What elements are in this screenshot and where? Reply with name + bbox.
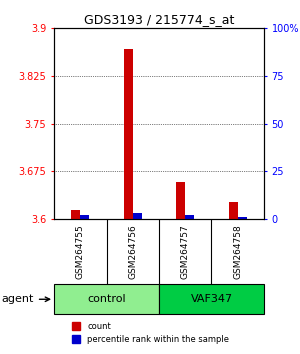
Bar <box>124 48 133 219</box>
Bar <box>229 202 238 219</box>
Bar <box>176 182 185 219</box>
Title: GDS3193 / 215774_s_at: GDS3193 / 215774_s_at <box>84 13 234 26</box>
Bar <box>71 210 80 219</box>
FancyBboxPatch shape <box>159 284 264 314</box>
Text: GSM264758: GSM264758 <box>233 224 242 279</box>
Bar <box>238 217 247 219</box>
Text: GSM264756: GSM264756 <box>128 224 137 279</box>
Bar <box>133 213 142 219</box>
Legend: count, percentile rank within the sample: count, percentile rank within the sample <box>69 318 232 347</box>
Text: control: control <box>87 294 126 304</box>
Bar <box>80 215 89 219</box>
Text: agent: agent <box>2 294 50 304</box>
FancyBboxPatch shape <box>54 284 159 314</box>
Bar <box>185 215 194 219</box>
Text: GSM264757: GSM264757 <box>181 224 190 279</box>
Text: GSM264755: GSM264755 <box>76 224 85 279</box>
Text: VAF347: VAF347 <box>190 294 232 304</box>
